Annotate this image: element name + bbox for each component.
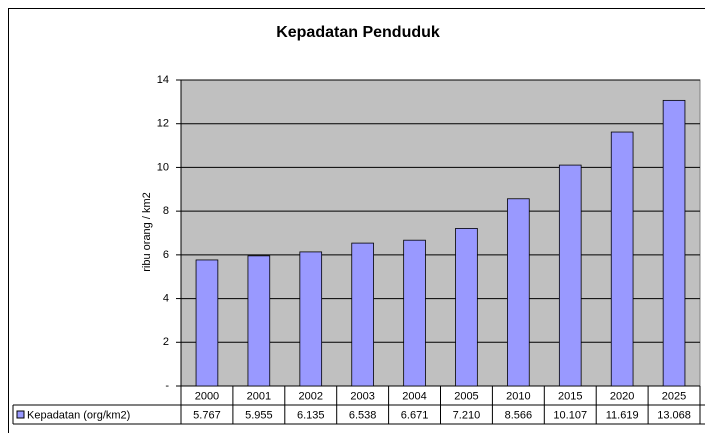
data-table-value: 6.135 xyxy=(297,409,325,421)
x-tick-label: 2002 xyxy=(299,390,323,402)
data-table-value: 7.210 xyxy=(453,409,481,421)
y-tick-label: 4 xyxy=(163,292,169,304)
legend-swatch xyxy=(16,410,25,419)
data-table-value: 5.955 xyxy=(245,409,273,421)
bar xyxy=(662,99,686,387)
x-tick-label: 2010 xyxy=(506,390,530,402)
x-tick-label: 2001 xyxy=(247,390,271,402)
bar xyxy=(610,131,634,387)
x-tick-label: 2025 xyxy=(662,390,686,402)
chart-title: Kepadatan Penduduk xyxy=(276,24,440,41)
data-table-value: 13.068 xyxy=(657,409,691,421)
y-tick-label: 12 xyxy=(157,118,169,130)
x-tick-label: 2004 xyxy=(402,390,426,402)
data-table-value: 5.767 xyxy=(193,409,221,421)
x-tick-label: 2015 xyxy=(558,390,582,402)
bar xyxy=(403,239,426,387)
data-table-value: 10.107 xyxy=(553,409,587,421)
x-tick-label: 2005 xyxy=(454,390,478,402)
y-tick-label: 2 xyxy=(163,336,169,348)
bar xyxy=(247,255,271,387)
data-table-value: 6.538 xyxy=(349,409,377,421)
bar xyxy=(195,259,219,387)
y-tick-label: 6 xyxy=(163,249,169,261)
bar xyxy=(351,242,374,387)
y-tick-label: - xyxy=(165,380,169,392)
bar xyxy=(507,198,530,387)
data-table-value: 6.671 xyxy=(401,409,429,421)
bar xyxy=(299,251,323,387)
y-tick-label: 8 xyxy=(163,205,169,217)
y-tick-label: 14 xyxy=(157,74,169,86)
x-tick-label: 2000 xyxy=(195,390,219,402)
data-table-value: 11.619 xyxy=(606,409,639,421)
x-tick-label: 2003 xyxy=(350,390,374,402)
x-tick-label: 2020 xyxy=(610,390,634,402)
legend-label: Kepadatan (org/km2) xyxy=(27,409,130,421)
y-axis-label: ribu orang / km2 xyxy=(141,192,153,271)
y-tick-label: 10 xyxy=(157,161,169,173)
bar xyxy=(558,164,582,387)
bar xyxy=(455,228,478,387)
data-table-value: 8.566 xyxy=(505,409,533,421)
